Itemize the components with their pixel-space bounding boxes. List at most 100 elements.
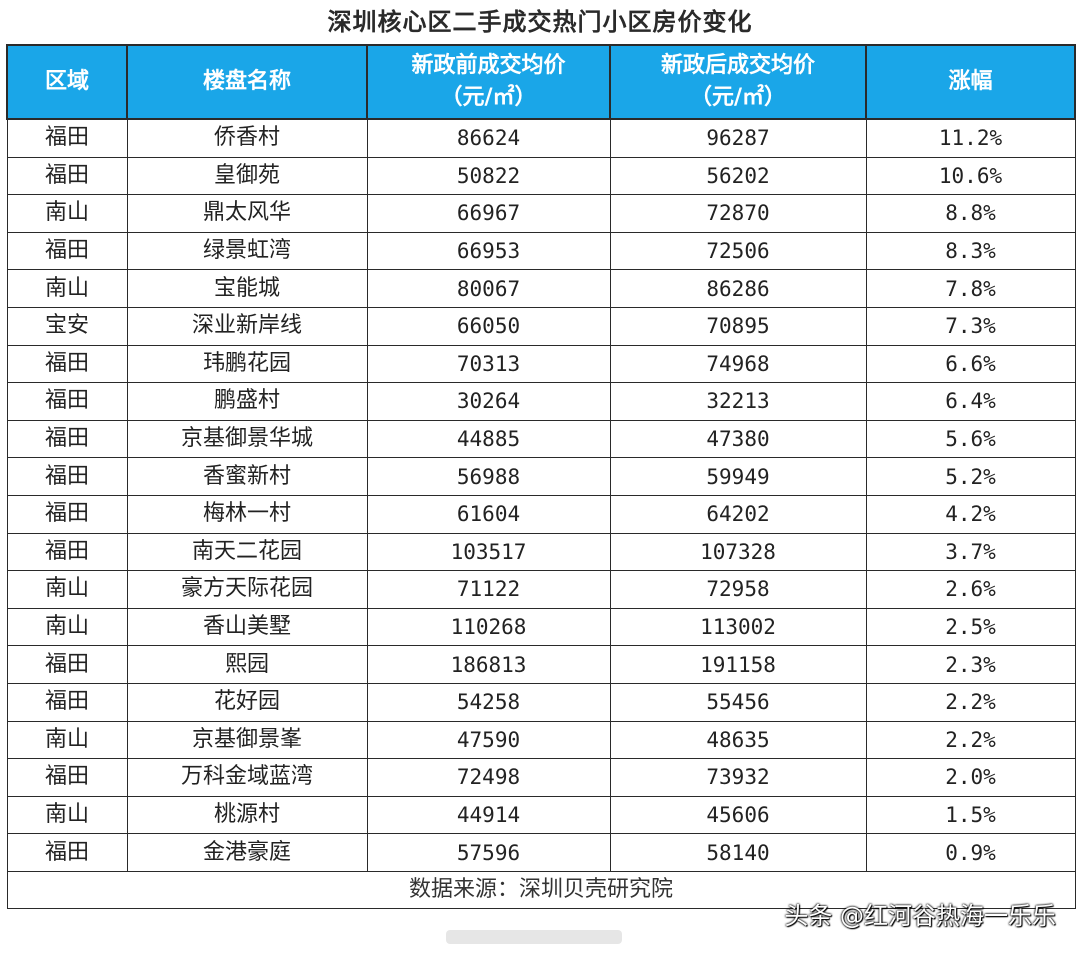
header-before: 新政前成交均价 （元/㎡） [366, 44, 611, 120]
cell-before-price: 61604 [366, 494, 611, 534]
table-row: 福田 皇御苑 50822 56202 10.6% [6, 156, 1076, 196]
cell-before-price: 66050 [366, 306, 611, 346]
cell-rise: 2.6% [865, 570, 1076, 609]
cell-name: 宝能城 [126, 269, 368, 308]
table-row: 福田 京基御景华城 44885 47380 5.6% [6, 419, 1076, 459]
cell-before-price: 66953 [366, 231, 611, 271]
cell-after-price: 56202 [609, 156, 867, 196]
cell-district: 南山 [6, 607, 128, 647]
cell-rise: 2.0% [865, 758, 1076, 797]
cell-rise: 1.5% [865, 795, 1076, 835]
cell-after-price: 74968 [609, 344, 867, 384]
source-row: 数据来源：深圳贝壳研究院 [6, 870, 1076, 909]
cell-name: 香蜜新村 [126, 457, 368, 496]
cell-rise: 8.3% [865, 231, 1076, 271]
cell-district: 南山 [6, 194, 128, 233]
table-row: 福田 绿景虹湾 66953 72506 8.3% [6, 231, 1076, 271]
cell-after-price: 47380 [609, 419, 867, 459]
cell-before-price: 103517 [366, 532, 611, 572]
cell-before-price: 80067 [366, 269, 611, 308]
cell-rise: 8.8% [865, 194, 1076, 233]
cell-after-price: 73932 [609, 758, 867, 797]
cell-before-price: 54258 [366, 682, 611, 722]
cell-rise: 2.2% [865, 682, 1076, 722]
bottom-bar [446, 930, 622, 944]
cell-district: 福田 [6, 645, 128, 684]
cell-rise: 5.2% [865, 457, 1076, 496]
table-row: 福田 熙园 186813 191158 2.3% [6, 645, 1076, 684]
cell-name: 豪方天际花园 [126, 570, 368, 609]
cell-rise: 3.7% [865, 532, 1076, 572]
watermark: 头条 @红河谷热海一乐乐 [784, 902, 1056, 930]
cell-before-price: 50822 [366, 156, 611, 196]
cell-name: 京基御景峯 [126, 720, 368, 760]
cell-district: 福田 [6, 231, 128, 271]
header-before-title: 新政前成交均价 [411, 53, 566, 78]
cell-name: 熙园 [126, 645, 368, 684]
cell-name: 南天二花园 [126, 532, 368, 572]
cell-after-price: 45606 [609, 795, 867, 835]
cell-before-price: 72498 [366, 758, 611, 797]
cell-district: 南山 [6, 269, 128, 308]
cell-district: 福田 [6, 419, 128, 459]
table-row: 福田 万科金域蓝湾 72498 73932 2.0% [6, 758, 1076, 797]
cell-before-price: 47590 [366, 720, 611, 760]
header-after-title: 新政后成交均价 [660, 53, 815, 78]
cell-rise: 7.8% [865, 269, 1076, 308]
cell-before-price: 86624 [366, 118, 611, 158]
cell-district: 福田 [6, 118, 128, 158]
table-body: 福田 侨香村 86624 96287 11.2% 福田 皇御苑 50822 56202 10.6%… [6, 118, 1076, 872]
cell-before-price: 186813 [366, 645, 611, 684]
cell-name: 绿景虹湾 [126, 231, 368, 271]
price-table: 区域 楼盘名称 新政前成交均价 （元/㎡） 新政后成交均价 （元/㎡） 涨幅 福… [6, 44, 1076, 909]
cell-rise: 6.4% [865, 382, 1076, 421]
table-row: 福田 花好园 54258 55456 2.2% [6, 682, 1076, 722]
cell-after-price: 32213 [609, 382, 867, 421]
cell-after-price: 191158 [609, 645, 867, 684]
cell-district: 福田 [6, 156, 128, 196]
cell-rise: 0.9% [865, 833, 1076, 872]
header-district: 区域 [6, 44, 128, 120]
cell-after-price: 55456 [609, 682, 867, 722]
table-row: 福田 玮鹏花园 70313 74968 6.6% [6, 344, 1076, 384]
header-rise: 涨幅 [865, 44, 1076, 120]
cell-name: 桃源村 [126, 795, 368, 835]
cell-district: 福田 [6, 532, 128, 572]
table-row: 福田 梅林一村 61604 64202 4.2% [6, 494, 1076, 534]
table-row: 福田 鹏盛村 30264 32213 6.4% [6, 382, 1076, 421]
cell-after-price: 72506 [609, 231, 867, 271]
cell-after-price: 96287 [609, 118, 867, 158]
cell-after-price: 113002 [609, 607, 867, 647]
table-row: 福田 香蜜新村 56988 59949 5.2% [6, 457, 1076, 496]
cell-name: 花好园 [126, 682, 368, 722]
table-row: 南山 宝能城 80067 86286 7.8% [6, 269, 1076, 308]
header-after: 新政后成交均价 （元/㎡） [609, 44, 867, 120]
cell-after-price: 70895 [609, 306, 867, 346]
table-row: 南山 京基御景峯 47590 48635 2.2% [6, 720, 1076, 760]
table-row: 宝安 深业新岸线 66050 70895 7.3% [6, 306, 1076, 346]
table-row: 福田 侨香村 86624 96287 11.2% [6, 118, 1076, 158]
cell-district: 福田 [6, 494, 128, 534]
cell-after-price: 72870 [609, 194, 867, 233]
cell-before-price: 66967 [366, 194, 611, 233]
cell-district: 南山 [6, 570, 128, 609]
cell-before-price: 110268 [366, 607, 611, 647]
cell-rise: 2.5% [865, 607, 1076, 647]
cell-after-price: 64202 [609, 494, 867, 534]
table-row: 南山 香山美墅 110268 113002 2.5% [6, 607, 1076, 647]
cell-before-price: 44914 [366, 795, 611, 835]
header-row: 区域 楼盘名称 新政前成交均价 （元/㎡） 新政后成交均价 （元/㎡） 涨幅 [6, 44, 1076, 120]
cell-rise: 6.6% [865, 344, 1076, 384]
cell-rise: 7.3% [865, 306, 1076, 346]
cell-before-price: 71122 [366, 570, 611, 609]
table-row: 福田 南天二花园 103517 107328 3.7% [6, 532, 1076, 572]
cell-district: 福田 [6, 682, 128, 722]
cell-name: 梅林一村 [126, 494, 368, 534]
cell-after-price: 48635 [609, 720, 867, 760]
cell-rise: 4.2% [865, 494, 1076, 534]
cell-name: 京基御景华城 [126, 419, 368, 459]
cell-before-price: 56988 [366, 457, 611, 496]
cell-rise: 2.2% [865, 720, 1076, 760]
cell-rise: 5.6% [865, 419, 1076, 459]
cell-name: 鼎太风华 [126, 194, 368, 233]
